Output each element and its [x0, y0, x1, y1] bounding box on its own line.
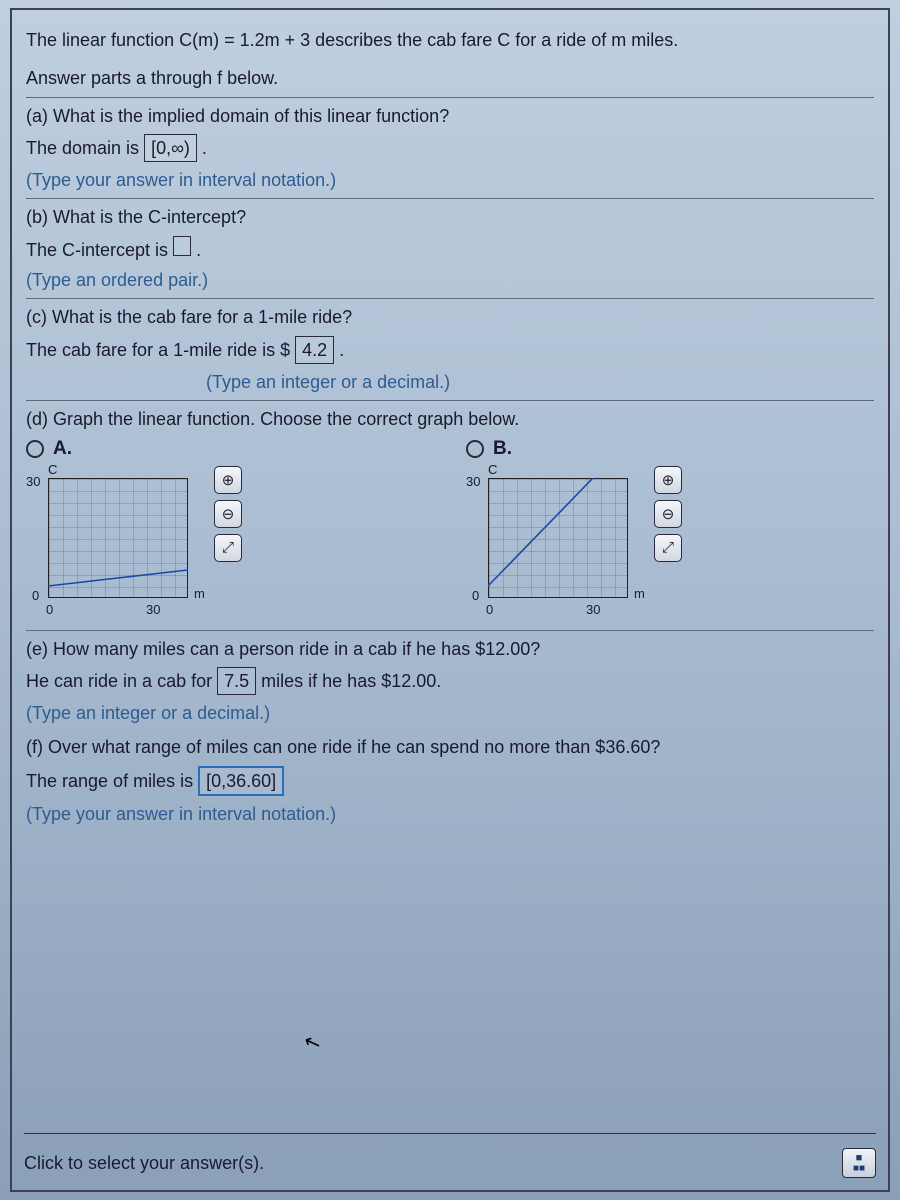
- graph-options: A. C 30 0 0 30 m ⊕ ⊖ ⤢: [26, 438, 874, 616]
- part-a-input[interactable]: [0,∞): [144, 134, 197, 162]
- part-d-question: (d) Graph the linear function. Choose th…: [26, 400, 874, 431]
- progress-button[interactable]: ■ ■■: [842, 1148, 876, 1178]
- part-f-answer: The range of miles is [0,36.60]: [26, 766, 874, 796]
- part-f-question: (f) Over what range of miles can one rid…: [26, 735, 874, 759]
- footer-prompt: Click to select your answer(s).: [24, 1153, 264, 1174]
- graph-b-ylabel: C: [488, 462, 497, 477]
- part-b-answer: The C-intercept is .: [26, 236, 874, 262]
- part-f-hint: (Type your answer in interval notation.): [26, 802, 874, 826]
- option-a: A. C 30 0 0 30 m ⊕ ⊖ ⤢: [26, 438, 406, 616]
- graph-a: C 30 0 0 30 m: [26, 466, 206, 616]
- graph-a-tools: ⊕ ⊖ ⤢: [214, 466, 242, 562]
- graph-a-xmin: 0: [46, 602, 53, 617]
- part-e-answer: He can ride in a cab for 7.5 miles if he…: [26, 667, 874, 695]
- part-b-input[interactable]: [173, 236, 191, 256]
- radio-b[interactable]: [466, 440, 484, 458]
- cursor-icon: ↖: [300, 1028, 324, 1057]
- part-a-question: (a) What is the implied domain of this l…: [26, 97, 874, 128]
- graph-b-xmax: 30: [586, 602, 600, 617]
- graph-b-ymin: 0: [472, 588, 479, 603]
- part-b-post: .: [196, 240, 201, 260]
- part-c-question: (c) What is the cab fare for a 1-mile ri…: [26, 298, 874, 329]
- part-c-pre: The cab fare for a 1-mile ride is $: [26, 340, 290, 360]
- popout-icon[interactable]: ⤢: [214, 534, 242, 562]
- part-c-input[interactable]: 4.2: [295, 336, 334, 364]
- zoom-in-icon[interactable]: ⊕: [654, 466, 682, 494]
- option-b-label: B.: [493, 438, 512, 459]
- part-a-hint: (Type your answer in interval notation.): [26, 168, 874, 192]
- option-a-header[interactable]: A.: [26, 438, 406, 460]
- part-e-hint: (Type an integer or a decimal.): [26, 701, 874, 725]
- part-b-pre: The C-intercept is: [26, 240, 173, 260]
- option-b: B. C 30 0 0 30 m ⊕ ⊖ ⤢: [466, 438, 846, 616]
- graph-b-xlabel: m: [634, 586, 645, 601]
- graph-a-xlabel: m: [194, 586, 205, 601]
- zoom-out-icon[interactable]: ⊖: [654, 500, 682, 528]
- part-f-pre: The range of miles is: [26, 771, 198, 791]
- part-f-input[interactable]: [0,36.60]: [198, 766, 284, 796]
- graph-b: C 30 0 0 30 m: [466, 466, 646, 616]
- zoom-in-icon[interactable]: ⊕: [214, 466, 242, 494]
- part-b-hint: (Type an ordered pair.): [26, 268, 874, 292]
- part-e-post: miles if he has $12.00.: [261, 671, 441, 691]
- intro-line-2: Answer parts a through f below.: [26, 66, 874, 90]
- intro-line-1: The linear function C(m) = 1.2m + 3 desc…: [26, 28, 874, 52]
- part-c-answer: The cab fare for a 1-mile ride is $ 4.2 …: [26, 336, 874, 364]
- progress-bot: ■■: [853, 1164, 865, 1174]
- graph-b-xmin: 0: [486, 602, 493, 617]
- option-b-header[interactable]: B.: [466, 438, 846, 460]
- graph-b-ymax: 30: [466, 474, 480, 489]
- option-a-label: A.: [53, 438, 72, 459]
- part-c-hint: (Type an integer or a decimal.): [206, 370, 874, 394]
- popout-icon[interactable]: ⤢: [654, 534, 682, 562]
- graph-a-ymin: 0: [32, 588, 39, 603]
- graph-a-ylabel: C: [48, 462, 57, 477]
- graph-a-xmax: 30: [146, 602, 160, 617]
- part-e-pre: He can ride in a cab for: [26, 671, 217, 691]
- footer: Click to select your answer(s). ■ ■■: [24, 1133, 876, 1178]
- part-b-question: (b) What is the C-intercept?: [26, 198, 874, 229]
- part-e-question: (e) How many miles can a person ride in …: [26, 630, 874, 661]
- zoom-out-icon[interactable]: ⊖: [214, 500, 242, 528]
- part-a-post: .: [202, 138, 207, 158]
- part-a-answer: The domain is [0,∞) .: [26, 134, 874, 162]
- graph-a-ymax: 30: [26, 474, 40, 489]
- graph-a-line: [48, 478, 188, 598]
- graph-b-tools: ⊕ ⊖ ⤢: [654, 466, 682, 562]
- graph-b-line: [488, 478, 628, 598]
- part-a-pre: The domain is: [26, 138, 144, 158]
- question-frame: The linear function C(m) = 1.2m + 3 desc…: [10, 8, 890, 1192]
- radio-a[interactable]: [26, 440, 44, 458]
- part-e-input[interactable]: 7.5: [217, 667, 256, 695]
- part-c-post: .: [339, 340, 344, 360]
- progress-top: ■: [856, 1153, 863, 1164]
